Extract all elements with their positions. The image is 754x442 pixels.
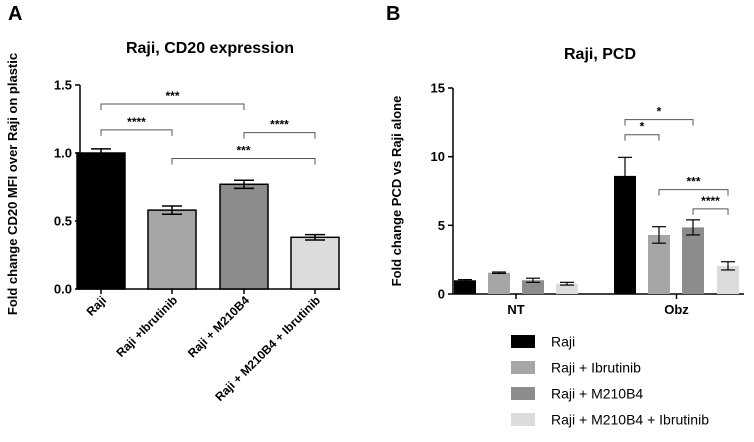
panel-b-significance-bracket xyxy=(692,208,729,215)
panel-a-category-label: Raji xyxy=(84,293,109,318)
panel-b-significance-label: **** xyxy=(701,194,720,208)
legend-swatch xyxy=(511,387,535,400)
panel-a-y-tick-label: 0.0 xyxy=(54,282,72,297)
panel-a-category-label: Raji +Ibrutinib xyxy=(113,293,180,360)
panel-a-title: Raji, CD20 expression xyxy=(126,40,294,57)
panel-a-letter: A xyxy=(8,3,22,25)
panel-a-significance-bracket xyxy=(243,132,316,139)
panel-b-bar xyxy=(648,234,670,294)
legend-swatch xyxy=(511,361,535,374)
panel-b-bar xyxy=(717,265,739,294)
panel-b-bar xyxy=(682,227,704,294)
panel-a-y-tick-label: 1.0 xyxy=(54,146,72,161)
panel-b-significance-label: * xyxy=(657,105,662,119)
panel-b-y-tick-label: 10 xyxy=(431,149,445,164)
panel-b-y-axis-label: Fold change PCD vs Raji alone xyxy=(389,96,404,287)
panel-b-y-tick-label: 15 xyxy=(431,81,445,96)
panel-a-y-axis-label: Fold change CD20 MFI over Raji on plasti… xyxy=(5,53,20,315)
legend-swatch xyxy=(511,335,535,348)
panel-b-significance-label: *** xyxy=(686,175,700,189)
panel-b-bar xyxy=(488,272,510,294)
panel-a-significance-bracket xyxy=(171,157,316,165)
panel-b-bar xyxy=(454,280,476,294)
panel-a-y-tick-label: 0.5 xyxy=(54,214,72,229)
panel-a-significance-bracket xyxy=(100,103,245,111)
panel-b-category-label: NT xyxy=(507,302,524,317)
panel-b-significance-bracket xyxy=(658,189,729,196)
panel-a-bar xyxy=(76,152,126,290)
panel-a-significance-label: *** xyxy=(165,89,179,103)
panel-b-significance-label: * xyxy=(640,120,645,134)
panel-a-y-tick-label: 1.5 xyxy=(54,78,72,93)
panel-b-bar xyxy=(522,280,544,294)
panel-a-significance-label: *** xyxy=(236,143,250,157)
legend-swatch xyxy=(511,413,535,426)
legend-label: Raji + M210B4 + Ibrutinib xyxy=(551,412,709,428)
panel-a-significance-label: **** xyxy=(127,115,146,129)
legend-label: Raji + M210B4 xyxy=(551,386,643,402)
panel-b-bar xyxy=(556,283,578,294)
panel-b-significance-bracket xyxy=(624,119,694,126)
panel-b-bar xyxy=(614,175,636,294)
panel-a-significance-bracket xyxy=(100,129,173,136)
panel-a-significance-label: **** xyxy=(270,118,289,132)
panel-b-letter: B xyxy=(386,3,400,25)
legend-label: Raji xyxy=(551,334,575,350)
panel-b-significance-bracket xyxy=(624,134,660,141)
panel-b-y-tick-label: 5 xyxy=(438,218,445,233)
panel-a-bar xyxy=(219,183,269,290)
panel-a-bar xyxy=(290,236,340,290)
panel-b-y-tick-label: 0 xyxy=(438,287,445,302)
panel-b-title: Raji, PCD xyxy=(564,46,636,63)
panel-a-category-label: Raji + M210B4 xyxy=(185,293,252,360)
legend-label: Raji + Ibrutinib xyxy=(551,360,641,376)
panel-b-category-label: Obz xyxy=(664,302,689,317)
panel-a-bar xyxy=(147,209,197,290)
